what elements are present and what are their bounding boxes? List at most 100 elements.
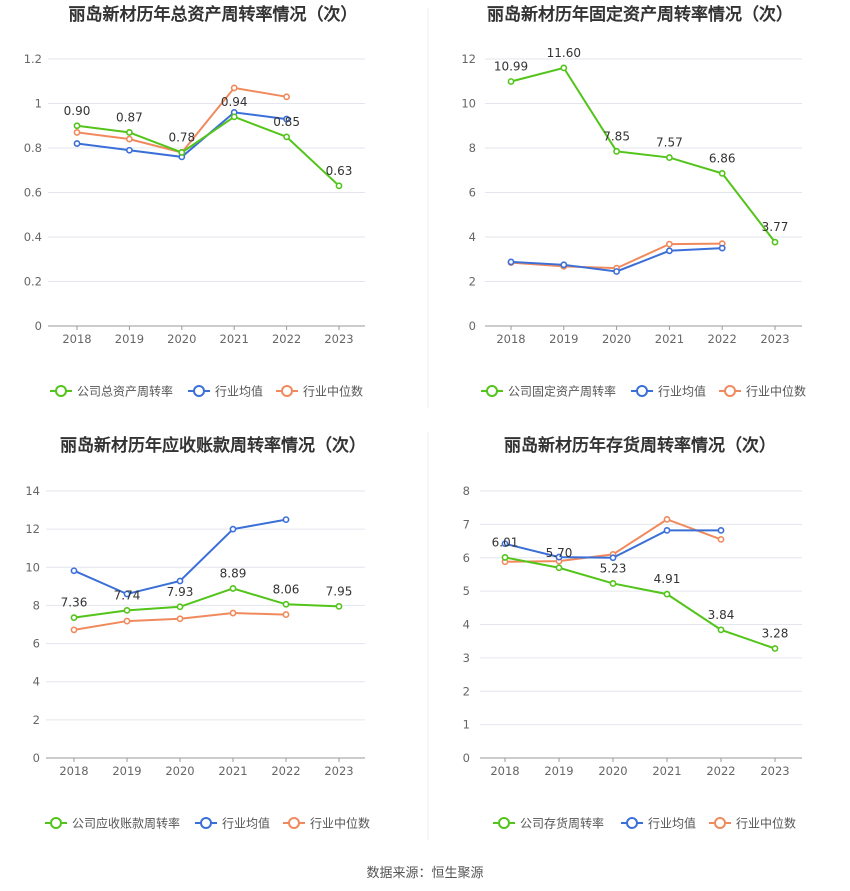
- series-line-company: [76, 115, 340, 187]
- y-tick-label: 1: [35, 97, 42, 111]
- data-point-company: [70, 614, 78, 622]
- legend-label: 公司固定资产周转率: [508, 384, 616, 399]
- legend-item-avg: 行业均值: [195, 816, 270, 831]
- x-tick-label: 2021: [220, 332, 249, 346]
- y-tick-label: 0: [469, 319, 476, 333]
- x-tick-label: 2021: [218, 764, 247, 778]
- x-tick-label: 2018: [62, 332, 91, 346]
- data-point-median: [176, 615, 184, 623]
- data-point-avg: [717, 526, 725, 534]
- data-label: 6.86: [709, 151, 736, 165]
- data-point-avg: [560, 261, 568, 269]
- x-tick-label: 2019: [544, 764, 573, 778]
- data-label: 0.94: [221, 95, 248, 109]
- data-label: 0.87: [116, 110, 143, 124]
- legend-label: 行业均值: [658, 384, 706, 399]
- data-point-median: [663, 515, 671, 523]
- legend-item-company: 公司固定资产周转率: [481, 384, 616, 399]
- x-tick-label: 2023: [760, 332, 789, 346]
- data-label: 3.84: [708, 608, 735, 622]
- data-point-avg: [73, 140, 81, 147]
- data-label: 7.95: [326, 584, 353, 598]
- data-point-company: [507, 78, 515, 85]
- legend-swatch-marker: [636, 385, 648, 397]
- data-point-company: [718, 169, 726, 177]
- data-point-avg: [555, 553, 563, 561]
- data-point-company: [560, 64, 568, 72]
- data-label: 7.36: [61, 596, 88, 610]
- data-point-avg: [663, 526, 671, 534]
- data-label: 11.60: [547, 46, 581, 60]
- data-point-company: [123, 606, 131, 614]
- data-point-avg: [123, 590, 131, 598]
- data-label: 0.85: [273, 115, 300, 129]
- y-tick-label: 3: [463, 651, 470, 665]
- legend-swatch-marker: [626, 817, 638, 829]
- y-tick-label: 7: [463, 517, 470, 531]
- data-label: 5.70: [546, 546, 573, 560]
- y-tick-label: 6: [469, 186, 476, 200]
- data-point-avg: [507, 258, 515, 266]
- y-tick-label: 2: [463, 684, 470, 698]
- y-tick-label: 0.2: [24, 275, 42, 289]
- data-point-median: [230, 84, 238, 92]
- x-tick-label: 2020: [602, 332, 631, 346]
- x-tick-label: 2019: [112, 764, 141, 778]
- series-line-company: [73, 587, 340, 619]
- legend-label: 行业均值: [215, 384, 263, 399]
- series-line-company: [504, 556, 776, 650]
- y-tick-label: 0: [35, 319, 42, 333]
- x-tick-label: 2022: [706, 764, 735, 778]
- y-tick-label: 6: [33, 637, 40, 651]
- data-point-avg: [609, 554, 617, 562]
- chart-title: 丽岛新材历年总资产周转率情况（次）: [69, 4, 358, 25]
- data-point-company: [717, 626, 725, 634]
- data-label: 0.63: [326, 164, 353, 178]
- x-tick-label: 2021: [655, 332, 684, 346]
- data-point-median: [229, 609, 237, 617]
- legend-label: 行业中位数: [746, 384, 806, 399]
- y-tick-label: 0.8: [24, 141, 42, 155]
- legend-item-avg: 行业均值: [631, 384, 706, 399]
- data-point-company: [771, 238, 779, 246]
- data-point-company: [613, 147, 620, 155]
- legend-swatch-marker: [498, 817, 510, 829]
- x-tick-label: 2023: [324, 764, 353, 778]
- y-tick-label: 5: [463, 584, 470, 598]
- data-point-company: [178, 149, 186, 156]
- legend-label: 行业均值: [648, 816, 696, 831]
- data-point-median: [666, 240, 673, 248]
- data-point-avg: [176, 577, 184, 585]
- y-tick-label: 10: [25, 560, 40, 574]
- data-label: 7.85: [603, 129, 630, 143]
- legend-swatch-marker: [55, 385, 67, 397]
- legend-label: 公司应收账款周转率: [72, 816, 180, 831]
- y-tick-label: 4: [33, 675, 40, 689]
- data-point-company: [229, 585, 237, 592]
- data-point-avg: [283, 115, 290, 123]
- data-point-company: [666, 154, 673, 161]
- legend-item-company: 公司总资产周转率: [50, 384, 173, 399]
- x-tick-label: 2022: [272, 332, 301, 346]
- data-label: 3.77: [762, 220, 789, 234]
- data-label: 8.06: [273, 582, 300, 596]
- data-label: 7.93: [167, 585, 194, 599]
- data-label: 0.78: [168, 130, 195, 144]
- x-tick-label: 2018: [496, 332, 525, 346]
- data-label: 6.01: [492, 535, 519, 549]
- legend-label: 行业中位数: [736, 816, 796, 831]
- data-point-avg: [125, 146, 133, 154]
- y-tick-label: 0: [33, 751, 40, 765]
- data-point-median: [283, 93, 290, 101]
- data-label: 5.23: [600, 561, 627, 575]
- legend-swatch-marker: [288, 817, 300, 829]
- data-point-avg: [666, 247, 673, 255]
- data-point-median: [282, 611, 290, 618]
- y-tick-label: 8: [469, 141, 476, 155]
- legend-item-avg: 行业均值: [188, 384, 263, 399]
- data-label: 4.91: [654, 572, 681, 586]
- legend-swatch-marker: [50, 817, 62, 829]
- legend-item-median: 行业中位数: [276, 384, 363, 399]
- chart-title: 丽岛新材历年固定资产周转率情况（次）: [487, 4, 793, 25]
